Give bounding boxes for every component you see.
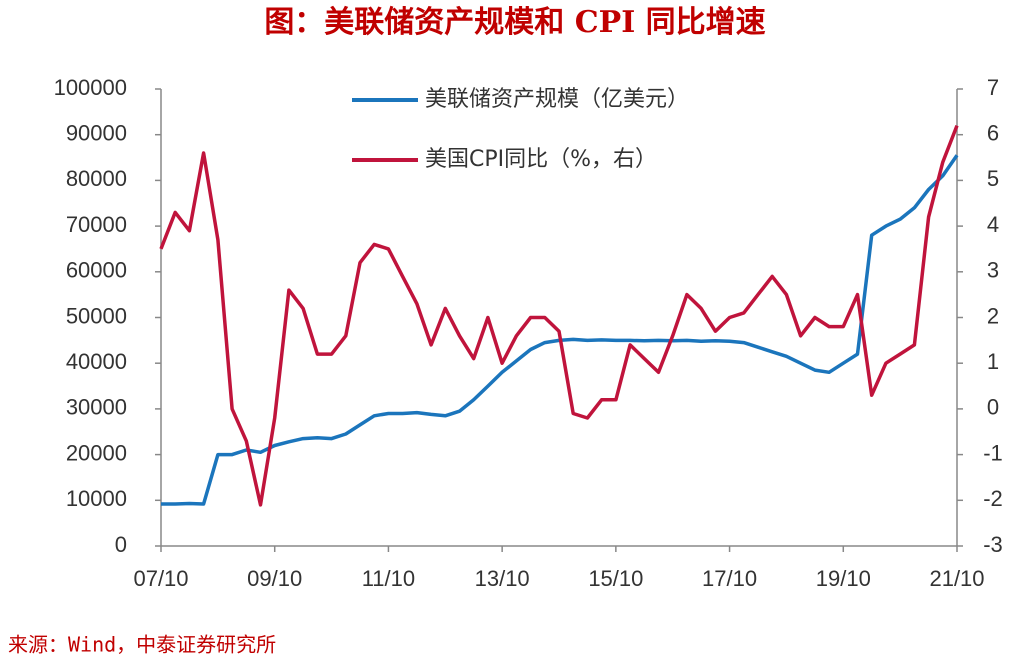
y-tick-label: 0 bbox=[115, 532, 127, 557]
y-tick-label: 50000 bbox=[66, 303, 127, 328]
y2-tick-label: 2 bbox=[987, 303, 999, 328]
y-tick-label: 20000 bbox=[66, 440, 127, 465]
y-tick-label: 80000 bbox=[66, 166, 127, 191]
x-tick-label: 13/10 bbox=[475, 566, 530, 591]
chart-title: 图：美联储资产规模和 CPI 同比增速 bbox=[264, 5, 765, 40]
y-tick-label: 40000 bbox=[66, 349, 127, 374]
series-line bbox=[159, 124, 959, 507]
x-tick-label: 17/10 bbox=[702, 566, 757, 591]
y-tick-label: 30000 bbox=[66, 395, 127, 420]
y2-tick-label: -1 bbox=[983, 440, 1003, 465]
y-tick-label: 70000 bbox=[66, 212, 127, 237]
y2-tick-label: 0 bbox=[987, 395, 999, 420]
x-tick-label: 19/10 bbox=[816, 566, 871, 591]
y2-tick-label: 7 bbox=[987, 75, 999, 100]
y2-tick-label: -2 bbox=[983, 486, 1003, 511]
source: 来源：Wind，中泰证券研究所 bbox=[8, 633, 276, 657]
y2-tick-label: 3 bbox=[987, 258, 999, 283]
y2-tick-label: 1 bbox=[987, 349, 999, 374]
y2-tick-label: 6 bbox=[987, 121, 999, 146]
legend-label: 美国CPI同比（%，右） bbox=[425, 147, 657, 172]
y2-tick-label: 4 bbox=[987, 212, 999, 237]
x-tick-label: 15/10 bbox=[588, 566, 643, 591]
x-tick-label: 09/10 bbox=[247, 566, 302, 591]
y-tick-label: 90000 bbox=[66, 121, 127, 146]
y-tick-label: 100000 bbox=[54, 75, 127, 100]
y-tick-label: 60000 bbox=[66, 258, 127, 283]
y2-tick-label: -3 bbox=[983, 532, 1003, 557]
x-tick-label: 07/10 bbox=[133, 566, 188, 591]
x-tick-label: 11/10 bbox=[362, 566, 415, 591]
y-tick-label: 10000 bbox=[66, 486, 127, 511]
legend-label: 美联储资产规模（亿美元） bbox=[425, 87, 689, 112]
y2-tick-label: 5 bbox=[987, 166, 999, 191]
x-tick-label: 21/10 bbox=[929, 566, 984, 591]
